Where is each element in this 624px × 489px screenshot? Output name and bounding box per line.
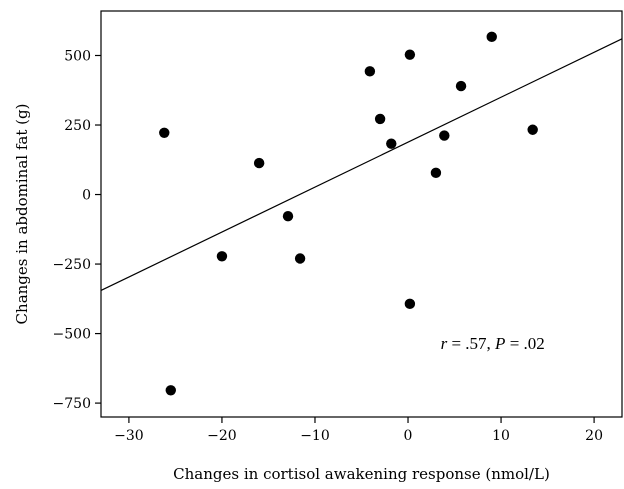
x-tick-label: −30 [114,428,144,444]
x-tick-label: 0 [404,428,413,444]
data-point [455,80,467,92]
data-point [364,66,376,77]
y-tick-label: 0 [82,188,91,204]
data-point [486,31,497,43]
y-tick-label: −500 [53,327,91,343]
data-points [159,31,538,396]
y-tick-label: 250 [64,118,91,134]
data-point [430,167,442,179]
y-tick-label: −750 [53,396,91,412]
x-axis-label: Changes in cortisol awakening response (… [173,465,550,483]
data-point [216,251,228,262]
data-point [439,130,450,141]
data-point [282,211,294,222]
plot-frame [100,10,623,418]
x-tick-label: −20 [207,428,237,444]
r-symbol: r [441,334,448,353]
data-point [386,138,397,149]
x-tick-label: 10 [492,428,510,444]
x-tick-label: 20 [585,428,603,444]
x-axis-ticks: −30 −20 −10 0 10 20 [114,417,603,444]
data-point [404,298,416,310]
data-point [404,49,416,60]
data-point [253,157,265,169]
p-symbol: P [494,334,505,353]
data-point [527,124,538,135]
data-point [374,113,386,125]
p-value: = .02 [505,334,544,353]
data-point [294,253,306,264]
data-point [159,127,170,138]
correlation-annotation: r = .57, P = .02 [441,334,545,353]
r-value: = .57, [447,334,495,353]
data-point [165,385,176,396]
regression-line [100,38,623,292]
y-tick-label: 500 [64,48,91,64]
y-axis-ticks: −750 −500 −250 0 250 500 [53,48,101,412]
x-tick-label: −10 [300,428,330,444]
y-axis-label: Changes in abdominal fat (g) [13,104,31,325]
y-tick-label: −250 [53,257,91,273]
